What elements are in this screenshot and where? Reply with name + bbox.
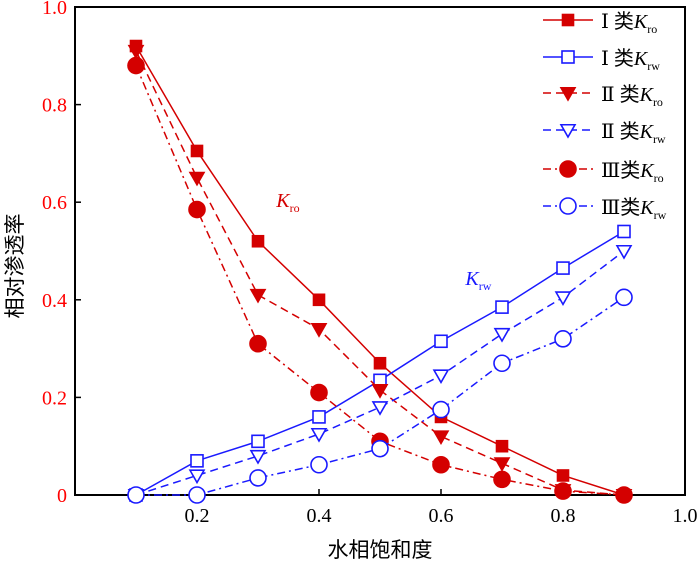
data-point bbox=[617, 224, 631, 239]
data-point bbox=[371, 439, 389, 458]
legend-label: Ⅲ类Kro bbox=[601, 159, 664, 185]
series-6 bbox=[127, 288, 633, 504]
legend-marker bbox=[559, 86, 577, 102]
plot-frame bbox=[74, 6, 686, 496]
data-point bbox=[312, 410, 326, 424]
y-tick-label: 0.4 bbox=[42, 290, 67, 312]
data-point bbox=[310, 455, 328, 474]
data-point bbox=[310, 427, 328, 443]
data-point bbox=[495, 439, 509, 453]
legend-label: Ⅲ类Krw bbox=[601, 196, 667, 222]
series-4 bbox=[127, 244, 633, 504]
data-point bbox=[249, 288, 267, 304]
series-line bbox=[135, 65, 625, 496]
legend-marker bbox=[559, 123, 577, 139]
data-point bbox=[554, 291, 572, 306]
data-point bbox=[432, 369, 450, 385]
series-2 bbox=[129, 224, 631, 502]
legend-item: Ⅰ 类Kro bbox=[543, 10, 657, 36]
data-point bbox=[432, 430, 450, 446]
data-point bbox=[312, 293, 326, 307]
legend-marker bbox=[559, 160, 577, 178]
legend-item: Ⅱ 类Kro bbox=[543, 83, 663, 109]
x-tick-label: 1.0 bbox=[673, 505, 698, 527]
y-tick-label: 0 bbox=[57, 485, 67, 507]
data-point bbox=[556, 469, 570, 482]
data-point bbox=[190, 144, 204, 158]
data-point bbox=[188, 469, 206, 485]
data-point bbox=[493, 470, 511, 489]
series-line bbox=[135, 50, 625, 496]
legend-marker bbox=[559, 197, 577, 215]
data-point bbox=[432, 455, 450, 474]
data-point bbox=[615, 288, 633, 307]
legend-marker bbox=[561, 13, 575, 27]
data-point bbox=[127, 486, 145, 504]
y-tick-label: 0.2 bbox=[42, 387, 67, 409]
legend-label: Ⅱ 类Kro bbox=[601, 83, 663, 109]
y-tick-label: 0.8 bbox=[42, 95, 67, 117]
x-tick-label: 0.2 bbox=[185, 505, 210, 527]
x-tick-label: 0.6 bbox=[429, 505, 454, 527]
data-point bbox=[188, 486, 206, 504]
data-point bbox=[310, 323, 328, 338]
data-point bbox=[495, 300, 509, 314]
data-point bbox=[251, 434, 265, 449]
data-point bbox=[554, 482, 572, 500]
legend-label: Ⅱ 类Krw bbox=[601, 120, 666, 146]
series-5 bbox=[127, 56, 633, 504]
legend-item: Ⅰ 类Krw bbox=[543, 47, 660, 73]
y-tick-label: 0.6 bbox=[42, 192, 67, 214]
legend-label: Ⅰ 类Kro bbox=[601, 10, 657, 36]
x-tick-label: 0.8 bbox=[551, 505, 576, 527]
data-point bbox=[188, 200, 206, 219]
data-point bbox=[188, 171, 206, 187]
legend-item: Ⅱ 类Krw bbox=[543, 120, 666, 146]
data-point bbox=[615, 486, 633, 504]
data-point bbox=[373, 356, 387, 370]
series-line bbox=[135, 250, 625, 496]
data-point bbox=[127, 56, 145, 75]
data-point bbox=[493, 457, 511, 472]
y-axis-label: 相对渗透率 bbox=[3, 214, 27, 319]
legend-item: Ⅲ类Krw bbox=[543, 196, 667, 222]
data-point bbox=[371, 384, 389, 399]
data-point bbox=[371, 401, 389, 416]
data-point bbox=[493, 327, 511, 343]
curve-annotation: Kro bbox=[275, 190, 299, 215]
data-point bbox=[310, 383, 328, 402]
legend-marker bbox=[561, 50, 575, 64]
data-point bbox=[249, 469, 267, 487]
series-1 bbox=[129, 39, 631, 502]
legend-item: Ⅲ类Kro bbox=[543, 159, 664, 185]
data-point bbox=[249, 449, 267, 465]
series-line bbox=[135, 45, 625, 496]
data-point bbox=[249, 334, 267, 353]
legend-label: Ⅰ 类Krw bbox=[601, 47, 660, 73]
data-point bbox=[615, 244, 633, 260]
curve-annotation: Krw bbox=[464, 268, 491, 293]
x-tick-label: 0.4 bbox=[307, 505, 332, 527]
data-point bbox=[434, 334, 448, 349]
data-point bbox=[554, 330, 572, 348]
data-point bbox=[493, 354, 511, 373]
data-point bbox=[556, 261, 570, 275]
data-point bbox=[432, 400, 450, 419]
x-axis-label: 水相饱和度 bbox=[328, 538, 433, 562]
data-point bbox=[127, 44, 145, 60]
data-point bbox=[251, 234, 265, 248]
y-tick-label: 1.0 bbox=[42, 0, 67, 19]
data-point bbox=[190, 454, 204, 468]
